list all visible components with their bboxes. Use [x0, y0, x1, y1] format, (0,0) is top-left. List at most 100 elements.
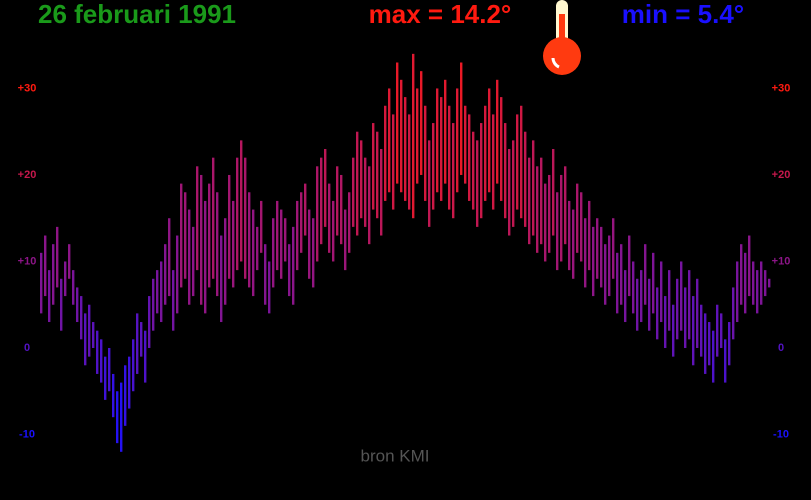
range-bar: [568, 200, 571, 271]
y-tick-label: -10: [773, 428, 789, 440]
range-bar: [476, 140, 479, 227]
range-bar: [200, 174, 203, 305]
range-bar: [596, 218, 599, 279]
y-tick-label: +30: [18, 82, 37, 94]
range-bar: [296, 200, 299, 271]
range-bar: [388, 88, 391, 193]
range-bar: [508, 149, 511, 236]
range-bar: [92, 322, 95, 348]
range-bar: [188, 209, 191, 305]
range-bar: [684, 287, 687, 348]
thermometer-icon: [543, 0, 581, 75]
max-label: max = 14.2°: [369, 0, 512, 29]
range-bar: [456, 88, 459, 193]
range-bar: [308, 209, 311, 279]
range-bar: [280, 209, 283, 279]
range-bar: [608, 235, 611, 297]
range-bar: [84, 313, 87, 366]
range-bar: [204, 200, 207, 314]
range-bar: [468, 114, 471, 201]
range-bar: [332, 200, 335, 262]
range-bar: [112, 373, 115, 418]
y-tick-label: +10: [772, 255, 791, 267]
range-bar: [272, 218, 275, 288]
source: bron KMI: [361, 446, 430, 465]
range-bar: [44, 235, 47, 297]
range-bar: [636, 278, 639, 331]
range-bar: [72, 270, 75, 305]
range-bar: [88, 304, 91, 357]
range-bar: [384, 105, 387, 201]
y-tick-label: +10: [18, 255, 37, 267]
range-bar: [324, 149, 327, 227]
range-bar: [192, 226, 195, 297]
range-bar: [360, 140, 363, 219]
range-bar: [460, 62, 463, 175]
range-bar: [692, 296, 695, 366]
y-tick-label: -10: [19, 428, 35, 440]
range-bar: [600, 226, 603, 288]
range-bar: [676, 278, 679, 340]
range-bar: [240, 140, 243, 262]
range-bar: [652, 252, 655, 314]
range-bar: [96, 330, 99, 374]
range-bar: [312, 218, 315, 288]
range-bar: [536, 166, 539, 253]
range-bar: [668, 270, 671, 331]
range-bar: [500, 97, 503, 201]
range-bar: [316, 166, 319, 262]
range-bar: [672, 304, 675, 357]
range-bar: [564, 166, 567, 245]
range-bar: [328, 183, 331, 253]
range-bar: [664, 296, 667, 348]
y-tick-label: 0: [24, 342, 30, 354]
range-bar: [172, 270, 175, 331]
range-bar: [104, 356, 107, 400]
range-bar: [256, 226, 259, 271]
y-tick-label: +30: [772, 82, 791, 94]
range-bar: [572, 209, 575, 279]
range-bar: [720, 313, 723, 348]
range-bar: [472, 131, 475, 210]
range-bar: [584, 218, 587, 288]
range-bar: [408, 114, 411, 210]
range-bar: [488, 88, 491, 193]
range-bar: [760, 261, 763, 305]
min-label: min = 5.4°: [622, 0, 744, 29]
range-bar: [452, 123, 455, 219]
range-bar: [496, 79, 499, 184]
range-bar: [80, 296, 83, 340]
range-bar: [292, 226, 295, 305]
range-bar: [732, 287, 735, 340]
range-bar: [532, 140, 535, 236]
range-bar: [140, 322, 143, 357]
range-bar: [592, 226, 595, 297]
range-bar: [680, 261, 683, 331]
range-bar: [344, 209, 347, 271]
range-bar: [352, 157, 355, 227]
range-bar: [276, 200, 279, 271]
range-bar: [420, 71, 423, 175]
range-bar: [624, 270, 627, 323]
range-bar: [396, 62, 399, 184]
range-bar: [644, 244, 647, 305]
range-bar: [120, 382, 123, 452]
y-tick-label: 0: [778, 342, 784, 354]
range-bar: [724, 339, 727, 383]
range-bar: [660, 261, 663, 323]
range-bar: [304, 183, 307, 236]
range-bar: [576, 183, 579, 253]
range-bar: [428, 140, 431, 227]
range-bar: [616, 252, 619, 314]
range-bar: [484, 105, 487, 201]
range-bar: [764, 270, 767, 297]
range-bar: [448, 105, 451, 210]
range-bar: [544, 183, 547, 262]
range-bar: [176, 235, 179, 314]
range-bar: [216, 192, 219, 297]
range-bar: [416, 88, 419, 184]
range-bar: [160, 261, 163, 323]
range-bar: [236, 157, 239, 271]
